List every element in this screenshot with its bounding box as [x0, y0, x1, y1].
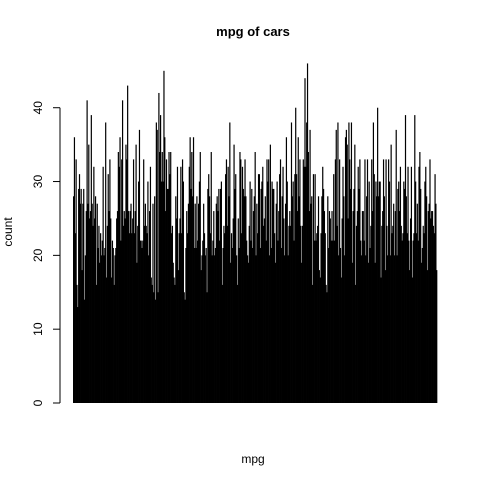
- x-axis-title: mpg: [241, 452, 264, 466]
- bar: [436, 270, 437, 403]
- y-tick-label: 20: [31, 248, 45, 262]
- y-tick-label: 10: [31, 322, 45, 336]
- chart-title: mpg of cars: [216, 24, 290, 39]
- y-axis-title: count: [1, 217, 15, 247]
- y-tick-label: 0: [31, 399, 45, 406]
- y-tick-label: 40: [31, 101, 45, 115]
- bars-group: [73, 63, 437, 403]
- y-axis: 0 10 20 30 40: [31, 101, 60, 407]
- y-ticks: 0 10 20 30 40: [31, 101, 60, 407]
- y-tick-label: 30: [31, 175, 45, 189]
